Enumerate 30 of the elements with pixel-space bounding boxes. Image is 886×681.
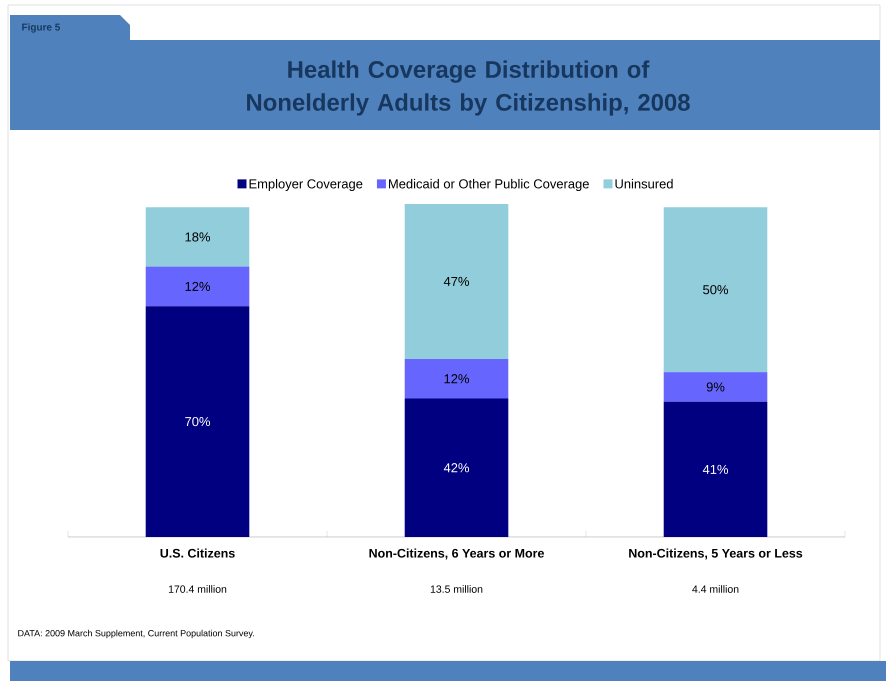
- bar: [146, 266, 250, 306]
- data-label: 9%: [706, 382, 724, 392]
- bar: [146, 306, 250, 537]
- bar: [404, 358, 508, 399]
- data-label: 42%: [444, 463, 470, 472]
- text: 13.5 million: [430, 585, 482, 593]
- text: DATA: 2009 March Supplement, Current Population Survey.: [18, 630, 254, 638]
- caption: Figure 5: [22, 23, 60, 33]
- text: 4.4 million: [692, 585, 738, 593]
- text: 170.4 million: [168, 585, 226, 593]
- data-label: 50%: [703, 285, 728, 294]
- chart-title: Health Coverage Distribution of Nonelderly Adults by Citizenship, 2008: [247, 60, 690, 116]
- data-label: 12%: [444, 374, 470, 384]
- x-tick-label: Non-Citizens, 5 Years or Less: [629, 548, 802, 560]
- data-label: 18%: [186, 232, 210, 242]
- data-label: 12%: [186, 282, 210, 291]
- bar: [664, 207, 768, 372]
- bar: [146, 207, 250, 267]
- x-tick-label: Non-Citizens, 6 Years or More: [369, 548, 544, 560]
- bar: [404, 398, 508, 537]
- data-label: 41%: [702, 464, 728, 474]
- legend-label: Uninsured: [615, 178, 673, 188]
- bar: [404, 204, 508, 359]
- data-label: 70%: [185, 417, 210, 426]
- bar: [664, 372, 768, 402]
- data-label: 47%: [444, 276, 470, 286]
- bar: [664, 402, 768, 537]
- legend-label: Medicaid or Other Public Coverage: [389, 178, 589, 192]
- x-tick-label: U.S. Citizens: [160, 548, 235, 558]
- legend-label: Employer Coverage: [250, 178, 362, 192]
